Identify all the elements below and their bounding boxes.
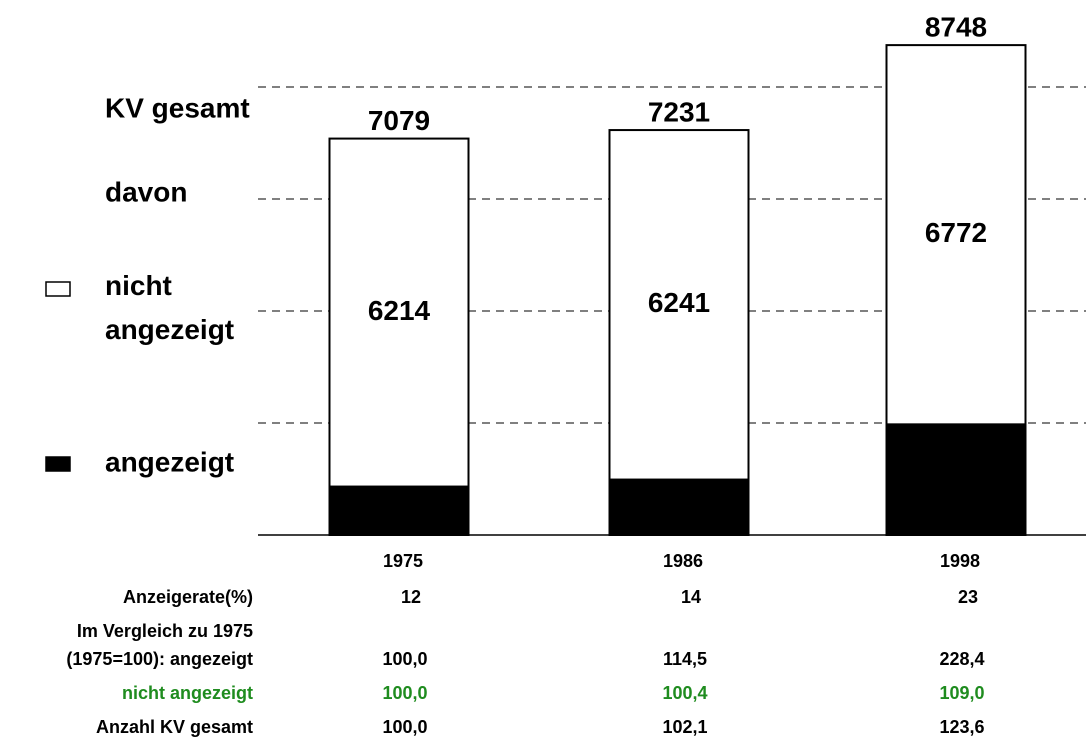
legend-label: nicht angezeigt xyxy=(105,270,235,345)
table-cell: 102,1 xyxy=(662,717,707,737)
table-cell: 114,5 xyxy=(663,649,707,669)
row-label: Anzahl KV gesamt xyxy=(96,717,253,737)
legend-heading: davon xyxy=(105,176,187,207)
total-legend: KV gesamt xyxy=(105,92,250,123)
legend-label: angezeigt xyxy=(105,446,234,477)
table-cell: 12 xyxy=(401,587,421,607)
total-label: 7231 xyxy=(648,96,710,127)
table-cell: 14 xyxy=(681,587,701,607)
value-label: 6241 xyxy=(648,287,710,318)
table-cell: 100,0 xyxy=(382,717,427,737)
table-cell: 109,0 xyxy=(939,683,984,703)
table-caption: Im Vergleich zu 1975 xyxy=(77,621,253,641)
bar-segment xyxy=(608,129,750,481)
value-label: 6772 xyxy=(925,217,987,248)
bar-segment xyxy=(328,485,470,536)
bar-segment xyxy=(328,137,470,488)
bar-segment xyxy=(608,478,750,536)
table-cell: 100,0 xyxy=(382,649,427,669)
bar-segment xyxy=(885,423,1027,536)
row-label: (1975=100): angezeigt xyxy=(66,649,253,669)
x-tick-label: 1998 xyxy=(940,551,980,571)
x-tick-label: 1986 xyxy=(663,551,703,571)
value-label: 6214 xyxy=(368,295,431,326)
bar-segment xyxy=(885,44,1027,426)
legend-swatch xyxy=(45,456,71,472)
total-label: 8748 xyxy=(925,12,987,43)
table-cell: 228,4 xyxy=(939,649,984,669)
table-cell: 123,6 xyxy=(939,717,984,737)
x-tick-label: 1975 xyxy=(383,551,423,571)
legend-swatch xyxy=(45,281,71,297)
table-cell: 100,4 xyxy=(662,683,707,703)
row-label: nicht angezeigt xyxy=(122,683,253,703)
total-label: 7079 xyxy=(368,105,430,136)
row-label: Anzeigerate(%) xyxy=(123,587,253,607)
table-cell: 23 xyxy=(958,587,978,607)
table-cell: 100,0 xyxy=(382,683,427,703)
